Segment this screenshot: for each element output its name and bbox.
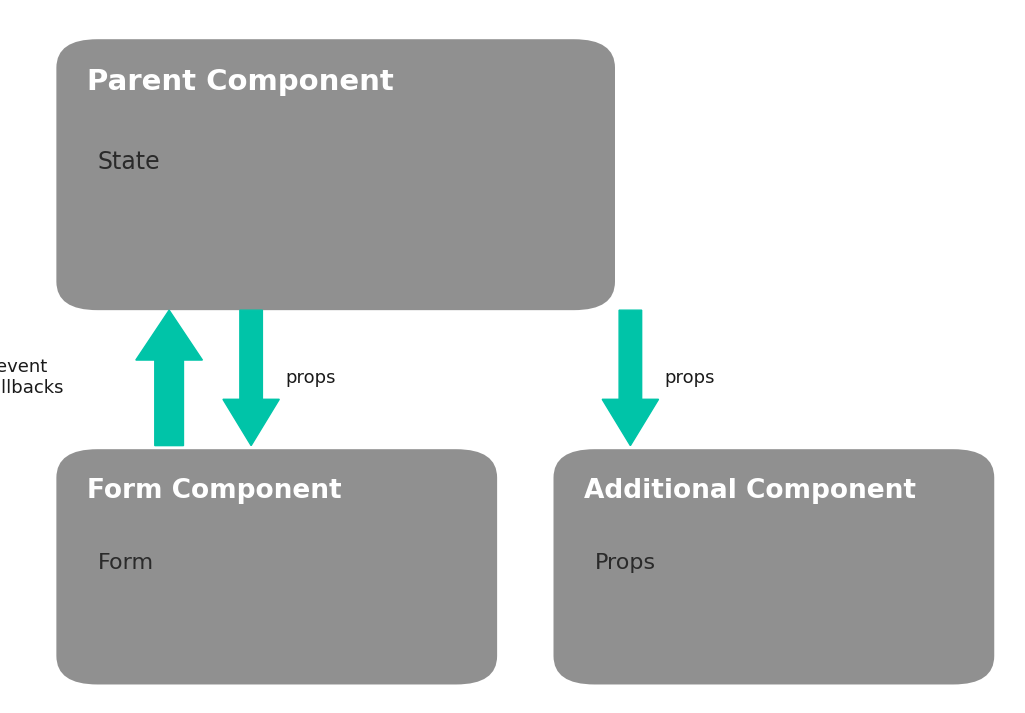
Text: State: State [97, 150, 160, 174]
FancyArrow shape [223, 310, 279, 446]
Text: props: props [285, 369, 335, 387]
Text: Props: Props [594, 553, 656, 573]
Text: event
callbacks: event callbacks [0, 359, 64, 397]
FancyBboxPatch shape [56, 39, 615, 310]
Text: Form Component: Form Component [87, 478, 341, 503]
Text: Form: Form [97, 553, 154, 573]
FancyArrow shape [135, 310, 203, 446]
FancyBboxPatch shape [554, 449, 994, 684]
Text: props: props [664, 369, 714, 387]
Text: Additional Component: Additional Component [584, 478, 916, 503]
FancyBboxPatch shape [56, 449, 497, 684]
Text: Parent Component: Parent Component [87, 68, 394, 96]
FancyArrow shape [603, 310, 658, 446]
